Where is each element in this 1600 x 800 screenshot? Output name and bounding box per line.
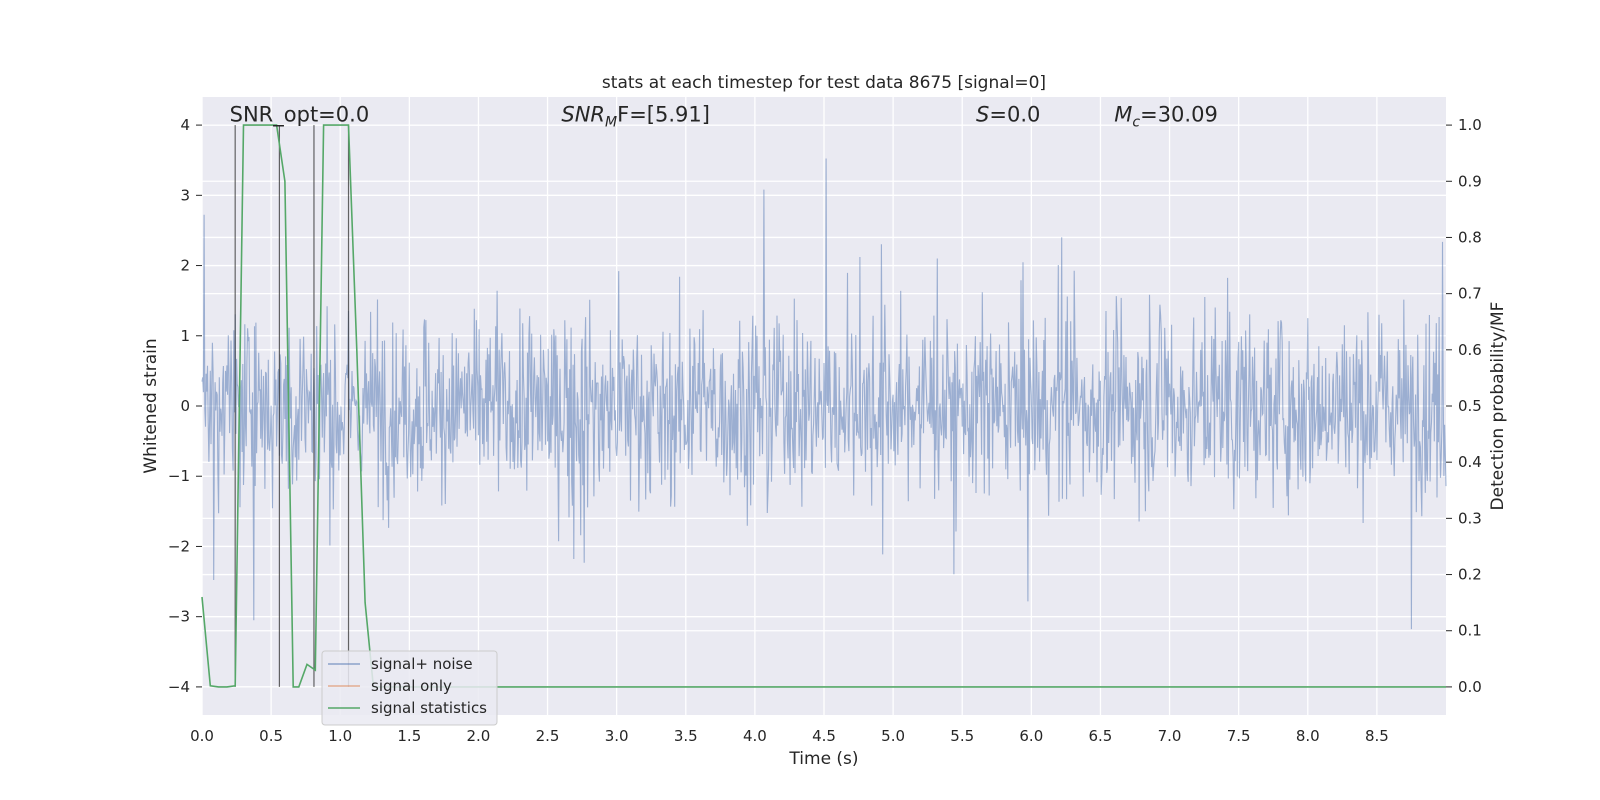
x-tick-label-3: 1.5 (397, 727, 421, 745)
y-tick-label-7: 3 (180, 186, 190, 204)
y2-tick-label-2: 0.2 (1458, 566, 1482, 584)
annotation-snr-mf: SNRMF=[5.91] (561, 102, 710, 130)
vertical-markers (234, 125, 350, 687)
annotation-snr-opt: SNR_opt=0.0 (230, 102, 370, 127)
annotation-s-stat: S=0.0 (976, 102, 1040, 126)
y-tick-label-2: −2 (168, 537, 190, 555)
legend-label-signal-statistics: signal statistics (371, 699, 487, 717)
x-axis-ticks: 0.0 0.5 1.0 1.5 2.0 2.5 3.0 3.5 4.0 4.5 5.0 5.5 6.0 6… (190, 727, 1389, 745)
signal-statistics-series (201, 124, 1446, 688)
legend-label-signal-noise: signal+ noise (371, 655, 473, 673)
x-tick-label-13: 6.5 (1089, 727, 1113, 745)
x-tick-label-0: 0.0 (190, 727, 214, 745)
y-tick-label-3: −1 (168, 467, 190, 485)
legend-label-signal-only: signal only (371, 677, 452, 695)
y2-axis-ticks: 0.0 0.1 0.2 0.3 0.4 0.5 0.6 0.7 0.8 0.9 1.0 (1446, 116, 1482, 696)
x-tick-label-10: 5.0 (881, 727, 905, 745)
annotation-chirp-mass: Mc=30.09 (1114, 102, 1218, 130)
x-tick-label-1: 0.5 (259, 727, 283, 745)
y2-axis-label: Detection probability/MF (1488, 302, 1508, 511)
y2-tick-label-3: 0.3 (1458, 509, 1482, 527)
signal-statistics-line (201, 124, 1446, 688)
y-tick-label-1: −3 (168, 608, 190, 626)
x-tick-label-17: 8.5 (1365, 727, 1389, 745)
x-tick-label-6: 3.0 (605, 727, 629, 745)
x-tick-label-9: 4.5 (812, 727, 836, 745)
x-tick-label-5: 2.5 (536, 727, 560, 745)
x-tick-label-7: 3.5 (674, 727, 698, 745)
y-axis-label: Whitened strain (141, 338, 161, 473)
x-tick-label-4: 2.0 (467, 727, 491, 745)
y2-tick-label-4: 0.4 (1458, 453, 1482, 471)
y2-tick-label-9: 0.9 (1458, 172, 1482, 190)
y2-tick-label-1: 0.1 (1458, 622, 1482, 640)
y-tick-label-5: 1 (180, 327, 190, 345)
y-tick-label-6: 2 (180, 257, 190, 275)
y2-tick-label-5: 0.5 (1458, 397, 1482, 415)
y2-tick-label-0: 0.0 (1458, 678, 1482, 696)
y2-tick-label-10: 1.0 (1458, 116, 1482, 134)
legend-box (321, 650, 498, 726)
x-tick-label-14: 7.0 (1158, 727, 1182, 745)
y-tick-label-0: −4 (168, 678, 190, 696)
y2-tick-label-8: 0.8 (1458, 228, 1482, 246)
y-tick-label-4: 0 (180, 397, 190, 415)
noise-trace (201, 158, 1447, 630)
annotations: SNR_opt=0.0 SNRMF=[5.91] S=0.0 Mc=30.09 (230, 102, 1218, 130)
x-axis-label: Time (s) (788, 749, 858, 769)
y-axis-ticks: −4 −3 −2 −1 0 1 2 3 4 (168, 116, 202, 696)
chart-title: stats at each timestep for test data 867… (602, 73, 1046, 93)
x-tick-label-11: 5.5 (950, 727, 974, 745)
x-tick-label-12: 6.0 (1019, 727, 1043, 745)
x-tick-label-16: 8.0 (1296, 727, 1320, 745)
legend: signal+ noise signal only signal statist… (321, 650, 498, 726)
x-tick-label-15: 7.5 (1227, 727, 1251, 745)
y2-tick-label-7: 0.7 (1458, 285, 1482, 303)
x-tick-label-2: 1.0 (328, 727, 352, 745)
y-tick-label-8: 4 (180, 116, 190, 134)
noise-series (201, 158, 1447, 630)
x-tick-label-8: 4.0 (743, 727, 767, 745)
y2-tick-label-6: 0.6 (1458, 341, 1482, 359)
